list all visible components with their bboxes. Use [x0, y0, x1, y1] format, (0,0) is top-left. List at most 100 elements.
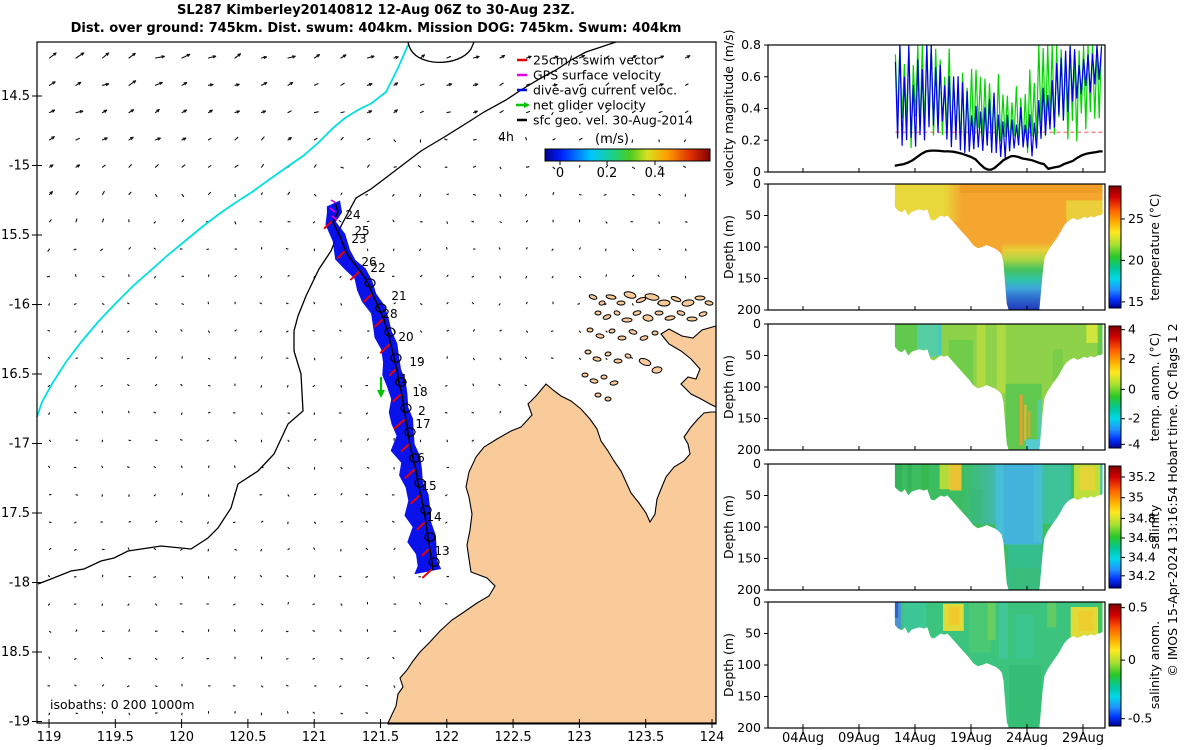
svg-text:0.5: 0.5: [1128, 600, 1148, 615]
svg-text:14Aug: 14Aug: [894, 731, 936, 746]
svg-text:0.8: 0.8: [741, 37, 761, 52]
svg-text:34.2: 34.2: [1128, 568, 1156, 583]
track-band: [325, 200, 442, 575]
svg-text:-15: -15: [9, 159, 30, 174]
colorbar-3: 0.5 0 -0.5 salinity anom.: [1108, 600, 1162, 727]
svg-text:0: 0: [753, 594, 761, 609]
svg-text:17.5: 17.5: [1, 506, 30, 521]
svg-text:1: 1: [400, 372, 408, 386]
svg-text:19Aug: 19Aug: [950, 731, 992, 746]
svg-text:-2: -2: [1128, 411, 1140, 426]
svg-text:-17: -17: [9, 437, 30, 452]
svg-text:salinity anom.: salinity anom.: [1147, 621, 1162, 709]
glider-track: [323, 199, 442, 579]
svg-text:35: 35: [1128, 490, 1144, 505]
svg-text:dive-avg current veloc.: dive-avg current veloc.: [533, 83, 677, 98]
svg-text:25: 25: [354, 224, 369, 238]
svg-text:4h: 4h: [498, 129, 514, 144]
svg-text:0: 0: [753, 164, 761, 179]
svg-text:34.4: 34.4: [1128, 550, 1156, 565]
svg-text:14.5: 14.5: [1, 89, 30, 104]
svg-text:6: 6: [417, 451, 425, 465]
figure-title: SL287 Kimberley20140812 12-Aug 06Z to 30…: [177, 3, 575, 18]
svg-text:200: 200: [737, 442, 761, 457]
svg-text:0.6: 0.6: [741, 69, 761, 84]
isobaths-note: isobaths: 0 200 1000m: [50, 697, 195, 712]
svg-text:Depth (m): Depth (m): [721, 215, 736, 279]
svg-text:17: 17: [415, 417, 430, 431]
svg-text:0.4: 0.4: [645, 166, 666, 181]
svg-text:122: 122: [434, 730, 459, 745]
svg-text:22: 22: [370, 261, 385, 275]
svg-text:0.2: 0.2: [597, 166, 618, 181]
svg-text:124: 124: [700, 730, 725, 745]
svg-text:121: 121: [302, 730, 327, 745]
svg-text:0.4: 0.4: [741, 101, 761, 116]
svg-text:34.8: 34.8: [1128, 510, 1156, 525]
velocity-panel: 0 0.2 0.4 0.6 0.8 velocity magnitude (m/s): [721, 29, 1106, 187]
svg-text:salinity: salinity: [1147, 504, 1162, 549]
isobath-1000m: [36, 44, 409, 418]
svg-text:119.5: 119.5: [97, 730, 134, 745]
svg-text:Depth (m): Depth (m): [721, 495, 736, 559]
figure-subtitle: Dist. over ground: 745km. Dist. swum: 40…: [70, 21, 682, 36]
svg-text:velocity magnitude (m/s): velocity magnitude (m/s): [721, 29, 736, 186]
svg-text:19: 19: [409, 355, 424, 369]
svg-text:0.2: 0.2: [741, 132, 761, 147]
credit-text: © IMOS 15-Apr-2024 13:16:54 Hobart time.…: [1165, 323, 1180, 676]
svg-text:23: 23: [351, 232, 366, 246]
svg-text:16.5: 16.5: [1, 367, 30, 382]
gps-vectors: [329, 199, 338, 221]
svg-text:0: 0: [753, 456, 761, 471]
ne-land: [660, 325, 717, 408]
svg-text:25: 25: [1128, 211, 1144, 226]
svg-text:(m/s): (m/s): [595, 132, 629, 147]
svg-text:150: 150: [737, 689, 761, 704]
svg-text:09Aug: 09Aug: [838, 731, 880, 746]
svg-text:35.2: 35.2: [1128, 469, 1156, 484]
swim-vectors: [323, 221, 432, 579]
svg-text:0: 0: [1128, 652, 1136, 667]
svg-text:123.5: 123.5: [627, 730, 664, 745]
svg-text:50: 50: [745, 208, 761, 223]
svg-text:121.5: 121.5: [362, 730, 399, 745]
svg-text:100: 100: [737, 239, 761, 254]
svg-text:18.5: 18.5: [1, 645, 30, 660]
map-axes: 119 119.5 120 120.5 121 121.5 122 122.5 123 123.5…: [1, 41, 725, 745]
timeseries-panels: 0 0.2 0.4 0.6 0.8 velocity magnitude (m/s) 0 50…: [721, 29, 1162, 746]
svg-text:temp. anom. (°C): temp. anom. (°C): [1147, 333, 1162, 442]
svg-text:119: 119: [37, 730, 62, 745]
svg-text:0: 0: [1128, 381, 1136, 396]
svg-text:20: 20: [398, 330, 413, 344]
svg-text:21: 21: [391, 289, 406, 303]
isobath-loop: [407, 41, 475, 63]
svg-text:100: 100: [737, 379, 761, 394]
svg-text:28: 28: [382, 307, 397, 321]
svg-text:18: 18: [412, 385, 427, 399]
colorbar-2: 35.2 35 34.8 34.6 34.4 34.2 salinity: [1108, 465, 1162, 589]
net-velocity-arrow: [377, 377, 385, 398]
svg-text:200: 200: [737, 582, 761, 597]
svg-text:-16: -16: [9, 298, 30, 313]
svg-text:120.5: 120.5: [229, 730, 266, 745]
svg-text:13: 13: [434, 544, 449, 558]
track-line: [332, 201, 434, 571]
svg-text:24: 24: [345, 208, 360, 222]
svg-text:-0.5: -0.5: [1128, 711, 1152, 726]
svg-text:Depth (m): Depth (m): [721, 633, 736, 697]
svg-text:Depth (m): Depth (m): [721, 355, 736, 419]
svg-text:150: 150: [737, 551, 761, 566]
svg-text:-18: -18: [9, 576, 30, 591]
section-temperature-anomaly: 0 50 100 150 200 Depth (m) 4 2 0 -2 -4 temp. anom. …: [721, 316, 1162, 457]
svg-text:0: 0: [556, 166, 564, 181]
svg-text:-4: -4: [1128, 436, 1141, 451]
svg-text:50: 50: [745, 488, 761, 503]
